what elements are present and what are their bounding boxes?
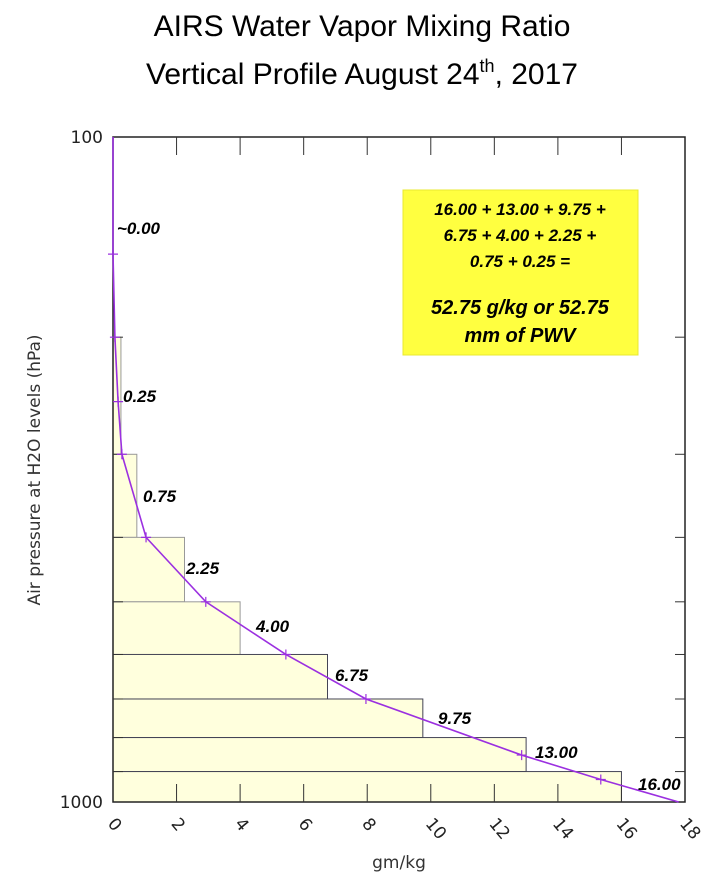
plot-frame (112, 136, 686, 803)
value-label: 16.00 (638, 775, 681, 794)
data-point-marker (200, 596, 211, 607)
y-tick-1000: 1000 (60, 793, 103, 813)
annotation-line-3: 0.75 + 0.25 = (470, 252, 570, 271)
x-tick-label: 6 (294, 814, 316, 835)
x-tick-label: 14 (548, 814, 577, 843)
layer-bar (112, 653, 328, 700)
value-label-top: ~0.00 (117, 219, 161, 238)
layer-bar (112, 336, 122, 455)
data-point-marker (116, 449, 127, 460)
layer-bar (112, 698, 424, 739)
annotation-line-2: 6.75 + 4.00 + 2.25 + (444, 226, 597, 245)
value-label: 4.00 (255, 617, 290, 636)
value-label: 0.25 (123, 387, 157, 406)
x-tick-label: 12 (485, 814, 514, 843)
value-label: 0.75 (143, 487, 177, 506)
value-labels: ~0.00 0.25 0.75 2.25 4.00 6.75 9.75 13.00 16.00 (117, 219, 681, 794)
data-point-marker (280, 649, 291, 660)
annotation-result-2: mm of PWV (464, 325, 577, 347)
annotation-result-1: 52.75 g/kg or 52.75 (431, 297, 610, 319)
x-tick-label: 10 (421, 814, 450, 843)
data-point-marker (113, 396, 124, 407)
annotation-line-1: 16.00 + 13.00 + 9.75 + (434, 200, 606, 219)
x-tick-label: 8 (357, 814, 379, 835)
data-point-marker (595, 774, 606, 785)
layer-bar (112, 601, 241, 655)
series-line-path (112, 137, 679, 803)
value-label: 6.75 (335, 666, 369, 685)
data-point-marker (360, 693, 371, 704)
x-tick-label: 0 (103, 814, 125, 835)
value-label: 9.75 (438, 709, 472, 728)
series-line (108, 137, 679, 803)
layer-bar (112, 536, 185, 603)
data-point-marker (141, 532, 152, 543)
x-axis-label: gm/kg (372, 853, 426, 873)
y-axis-label: Air pressure at H2O levels (hPa) (25, 334, 45, 605)
data-point-marker (108, 249, 118, 260)
y-tick-100: 100 (71, 128, 103, 148)
value-label: 13.00 (535, 743, 578, 762)
x-tick-label: 4 (230, 814, 252, 835)
chart-title-line1: AIRS Water Vapor Mixing Ratio (154, 10, 571, 43)
sum-annotation: 16.00 + 13.00 + 9.75 + 6.75 + 4.00 + 2.2… (402, 189, 639, 356)
x-tick-label: 2 (167, 814, 189, 835)
data-point-marker (109, 332, 120, 343)
x-tick-label: 16 (612, 814, 641, 843)
value-label: 2.25 (185, 559, 220, 578)
chart-title-line2: Vertical Profile August 24th, 2017 (146, 56, 578, 91)
layer-bar (112, 737, 527, 773)
x-tick-label: 18 (675, 814, 704, 843)
data-point-marker (516, 750, 527, 761)
